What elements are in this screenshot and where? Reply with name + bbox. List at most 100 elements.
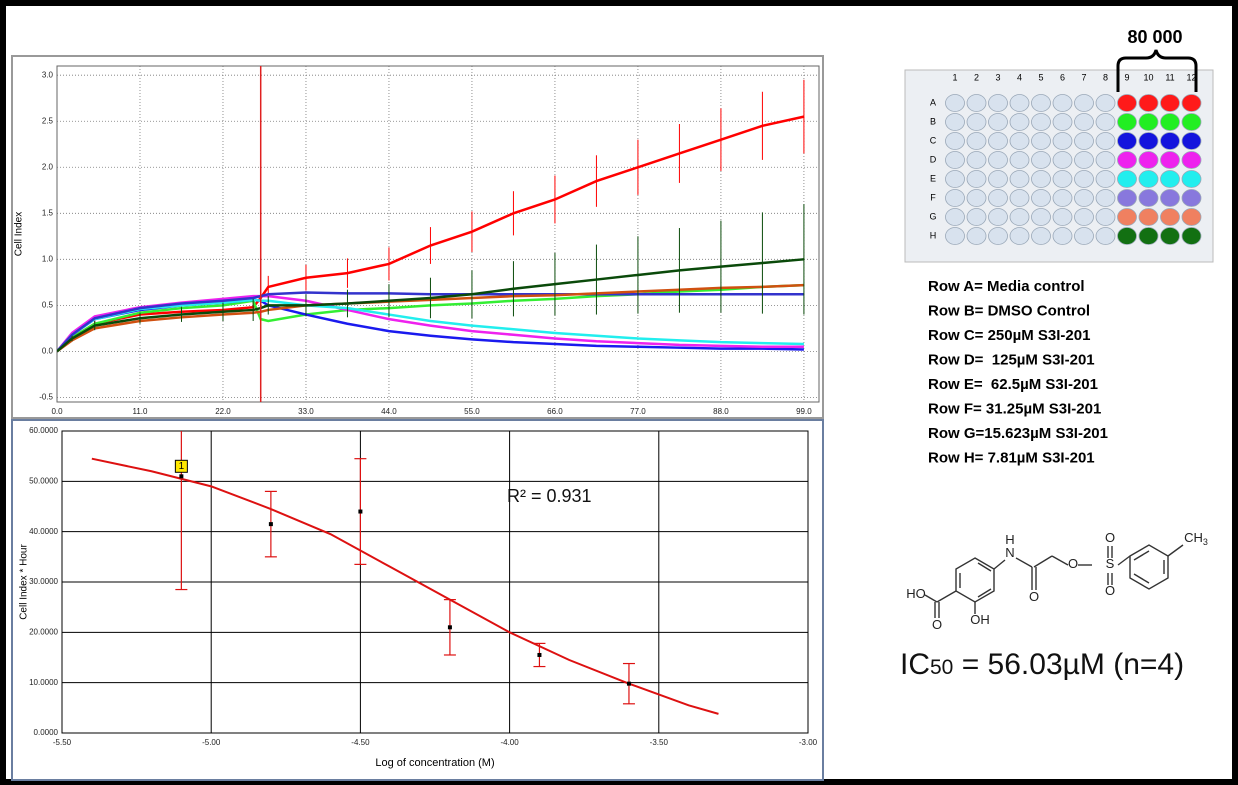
atom-label: OH: [970, 612, 990, 627]
well: [1095, 227, 1116, 245]
ic50-sub: 50: [930, 656, 953, 679]
y-tick-label: 3.0: [42, 70, 54, 79]
well: [1160, 94, 1180, 112]
well: [1181, 170, 1202, 188]
well: [1138, 227, 1159, 245]
well: [988, 170, 1008, 188]
series-line: [57, 291, 804, 353]
well: [988, 151, 1008, 169]
atom-text: O: [1105, 583, 1115, 598]
well: [1181, 94, 1202, 112]
point-label: 1: [179, 461, 185, 472]
x-tick-label: -5.00: [202, 738, 221, 747]
y-tick-label: 20.0000: [29, 627, 58, 636]
well: [1031, 170, 1051, 188]
legend-row: Row B= DMSO Control: [928, 302, 1090, 319]
y-tick-label: 0.0: [42, 346, 54, 355]
well: [945, 94, 965, 112]
plot-frame: [61, 430, 809, 734]
column-label: 1: [952, 72, 957, 82]
well: [1074, 227, 1094, 245]
well: [988, 189, 1008, 207]
well: [1117, 189, 1137, 207]
legend-row: Row G=15.623µM S3I-201: [928, 425, 1108, 442]
x-tick-label: -5.50: [53, 738, 72, 747]
well: [1095, 132, 1116, 150]
row-label: D: [930, 154, 937, 164]
well: [966, 113, 987, 131]
x-tick-label: -4.00: [500, 738, 519, 747]
well: [1074, 208, 1094, 226]
atom-label: CH3: [1184, 530, 1208, 547]
point: [179, 474, 184, 479]
well: [988, 208, 1008, 226]
x-tick-label: 22.0: [215, 407, 231, 416]
well: [1138, 94, 1159, 112]
well: [1009, 208, 1030, 226]
atom-label: O: [1105, 530, 1115, 545]
well: [1052, 94, 1073, 112]
legend-row: Row H= 7.81µM S3I-201: [928, 449, 1095, 466]
y-tick-label: 40.0000: [29, 527, 58, 536]
well: [1160, 189, 1180, 207]
well: [945, 189, 965, 207]
well: [1181, 227, 1202, 245]
well: [1031, 113, 1051, 131]
plot-frame: [56, 65, 820, 403]
well: [1009, 132, 1030, 150]
column-label: 6: [1060, 72, 1065, 82]
annotation: R² = 0.931: [507, 486, 592, 506]
y-tick-label: 30.0000: [29, 577, 58, 586]
atom-text: HO: [906, 586, 926, 601]
well: [966, 132, 987, 150]
well: [1181, 208, 1202, 226]
x-tick-label: 0.0: [51, 407, 63, 416]
x-tick-label: -3.50: [650, 738, 669, 747]
row-label: B: [930, 116, 936, 126]
legend-row: Row F= 31.25µM S3I-201: [928, 400, 1101, 417]
column-label: 11: [1165, 72, 1174, 82]
well: [966, 170, 987, 188]
well: [945, 170, 965, 188]
well: [1009, 189, 1030, 207]
well: [1074, 170, 1094, 188]
well: [1031, 189, 1051, 207]
well: [1095, 170, 1116, 188]
well: [1117, 170, 1137, 188]
column-label: 7: [1081, 72, 1086, 82]
well: [1117, 208, 1137, 226]
well: [1138, 132, 1159, 150]
column-label: 3: [995, 72, 1000, 82]
series-line: [57, 258, 805, 353]
well: [966, 208, 987, 226]
column-label: 2: [974, 72, 979, 82]
well: [1074, 151, 1094, 169]
x-tick-label: 99.0: [796, 407, 812, 416]
x-tick-label: -4.50: [351, 738, 370, 747]
row-label: G: [929, 211, 936, 221]
atom-label: O: [1068, 556, 1078, 571]
x-tick-label: 77.0: [630, 407, 646, 416]
point: [447, 625, 452, 630]
well: [1031, 132, 1051, 150]
well: [1052, 132, 1073, 150]
well: [1160, 227, 1180, 245]
point: [268, 522, 273, 527]
well: [945, 132, 965, 150]
well: [988, 227, 1008, 245]
point: [626, 681, 631, 686]
well: [1117, 227, 1137, 245]
column-label: 9: [1124, 72, 1129, 82]
fit-curve: [91, 457, 719, 715]
column-label: 5: [1038, 72, 1043, 82]
well: [1074, 132, 1094, 150]
well: [945, 113, 965, 131]
column-label: 10: [1143, 72, 1153, 82]
series-line: [57, 298, 804, 353]
series-line: [57, 283, 804, 353]
well: [1074, 94, 1094, 112]
atom-text: H: [1005, 532, 1014, 547]
well: [1095, 113, 1116, 131]
structure-bonds: [924, 544, 1184, 618]
